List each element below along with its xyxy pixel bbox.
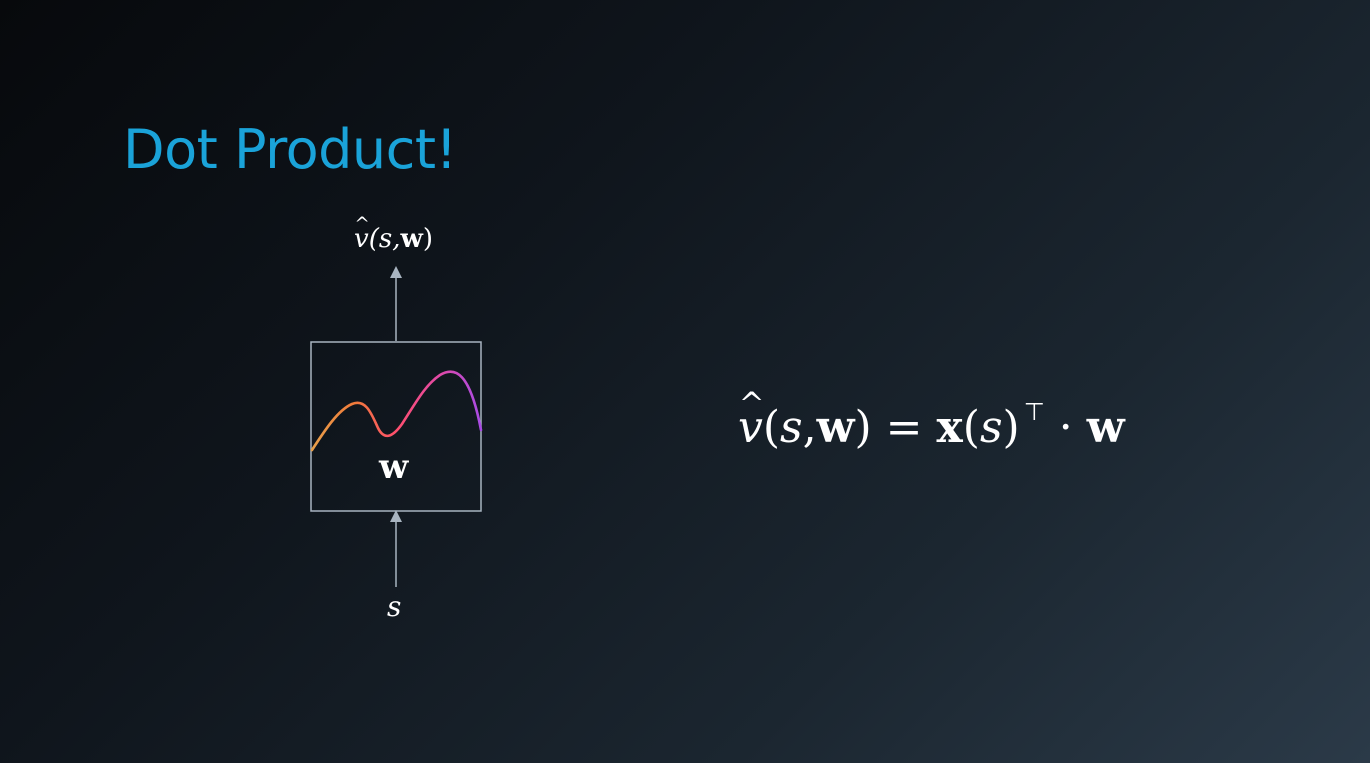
eq-equals: = [871, 401, 937, 453]
function-curve [310, 370, 483, 452]
eq-close2: ) [1002, 401, 1020, 453]
eq-w2: w [1086, 401, 1125, 453]
eq-dot: · [1044, 401, 1087, 453]
eq-w: w [816, 401, 855, 453]
eq-transpose: ⊤ [1023, 398, 1045, 426]
output-weight: w [400, 224, 423, 254]
eq-open: ( [762, 401, 781, 453]
eq-comma: , [802, 401, 817, 453]
eq-s: s [780, 401, 803, 453]
weight-label: w [379, 447, 409, 487]
eq-open2: ( [962, 401, 980, 453]
output-close: ) [422, 224, 434, 254]
output-args: (s, [368, 224, 401, 254]
value-equation: v(s,w) = x(s)⊤ · w [738, 398, 1125, 453]
eq-s2: s [979, 401, 1003, 453]
eq-close: ) [854, 401, 872, 453]
eq-x: x [936, 401, 963, 453]
eq-v-hat: v [738, 402, 763, 453]
slide-title: Dot Product! [123, 118, 457, 181]
output-label: v(s,w) [354, 224, 433, 254]
v-hat: v [354, 224, 369, 254]
input-label: s [387, 590, 402, 623]
